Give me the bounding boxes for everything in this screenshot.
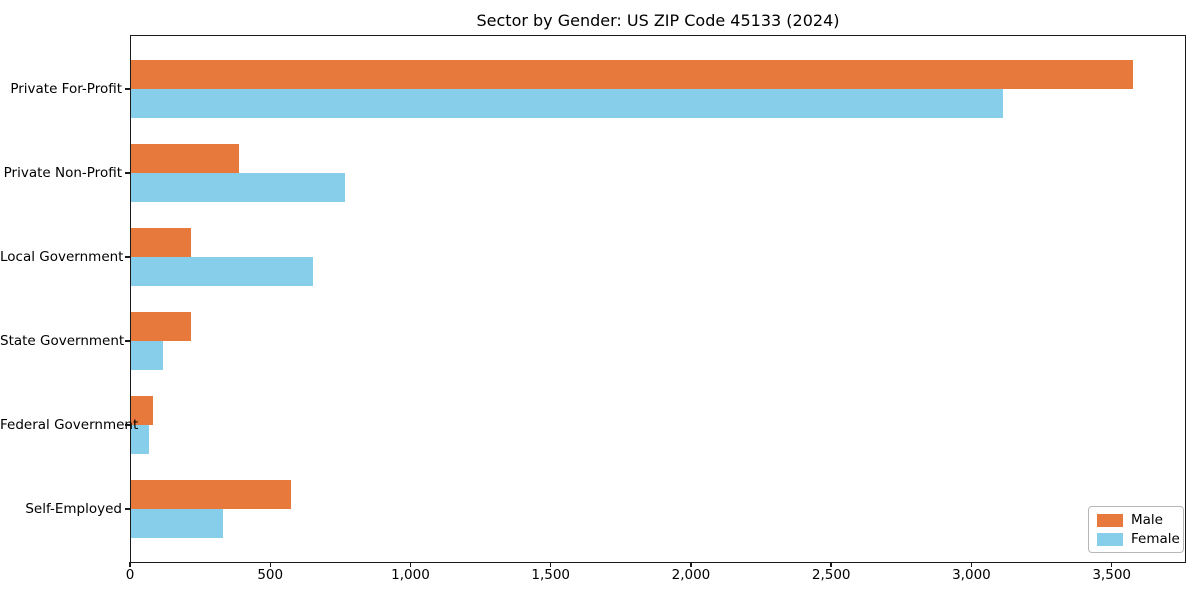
y-tick-label-local-government: Local Government [0,248,124,265]
legend-swatch-female [1097,532,1123,546]
y-tick-mark [125,424,130,426]
bar-male-private-non-profit [131,143,239,173]
x-tick-mark [690,562,692,567]
y-tick-mark [125,508,130,510]
bar-female-private-non-profit [131,172,346,202]
x-tick-mark [970,562,973,567]
x-tick-label-3-000: 3,000 [952,567,991,583]
bar-male-self-employed [131,479,291,509]
y-tick-mark [125,256,130,258]
y-tick-mark [125,88,130,90]
y-tick-label-state-government: State Government [0,332,125,349]
legend-entry-female: Female [1097,532,1180,546]
y-tick-label-federal-government: Federal Government [0,416,139,433]
bar-female-local-government [131,256,313,286]
bar-female-state-government [131,340,163,370]
bar-male-federal-government [131,395,154,425]
x-tick-label-2-500: 2,500 [811,567,851,583]
bar-female-federal-government [131,424,149,454]
x-tick-label-3-500: 3,500 [1092,567,1131,583]
x-tick-label-1-000: 1,000 [391,567,430,583]
x-tick-label-1-500: 1,500 [531,567,571,583]
bar-male-local-government [131,227,192,257]
x-tick-mark [129,562,131,567]
legend-label-female: Female [1131,531,1180,547]
y-tick-label-private-non-profit: Private Non-Profit [3,164,122,181]
bar-male-private-for-profit [131,59,1134,89]
x-tick-mark [550,562,552,567]
x-tick-label-2-000: 2,000 [671,567,711,583]
x-tick-mark [830,562,832,567]
legend: Male Female [1088,506,1184,553]
x-tick-label-0: 0 [125,567,135,583]
plot-area [130,35,1186,563]
legend-entry-male: Male [1097,513,1176,527]
y-tick-mark [125,340,130,342]
x-tick-mark [1110,562,1113,567]
x-tick-mark [409,562,412,567]
y-tick-label-private-for-profit: Private For-Profit [10,80,122,97]
x-tick-label-500: 500 [257,567,284,583]
y-tick-mark [125,172,130,174]
legend-label-male: Male [1131,512,1163,528]
legend-swatch-male [1097,513,1123,527]
y-tick-label-self-employed: Self-Employed [25,500,122,517]
bar-female-private-for-profit [131,88,1004,118]
x-tick-mark [269,562,271,567]
bar-female-self-employed [131,508,224,538]
chart-title: Sector by Gender: US ZIP Code 45133 (202… [476,11,840,30]
bar-male-state-government [131,311,192,341]
